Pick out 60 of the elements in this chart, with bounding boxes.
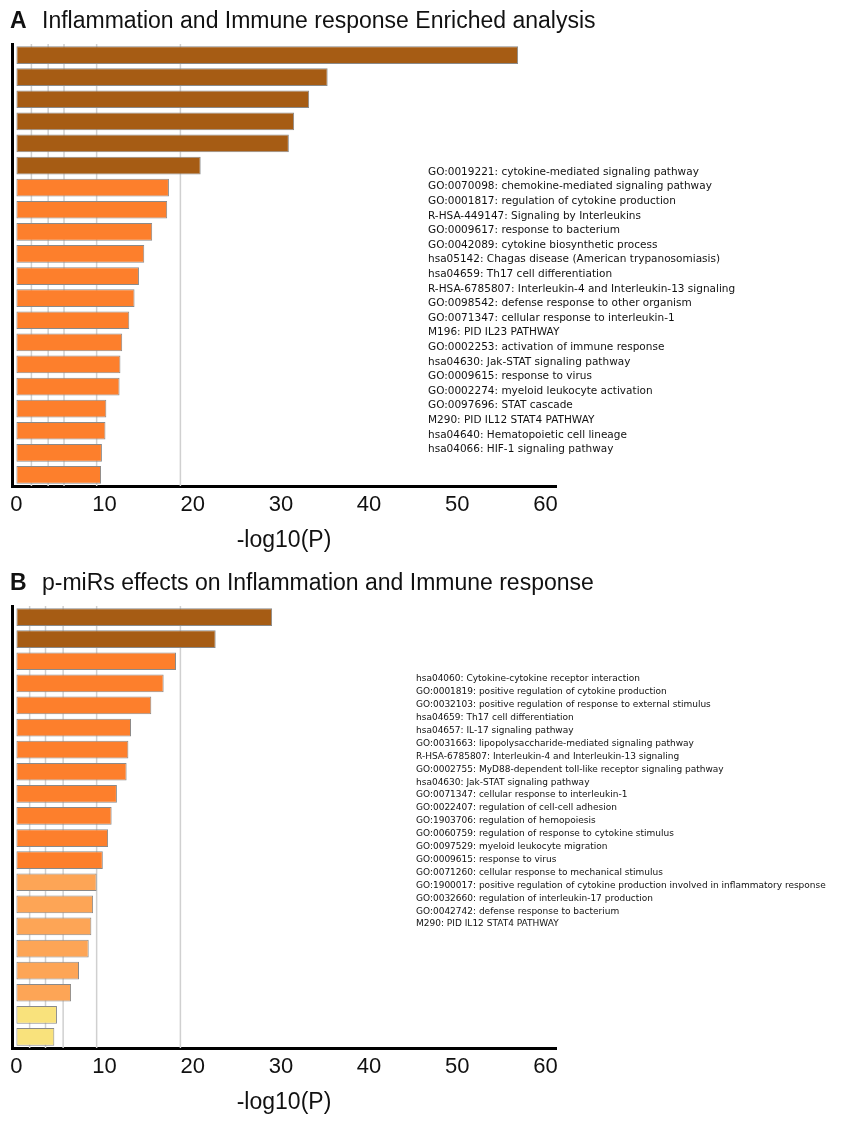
annotation: hsa05142: Chagas disease (American trypanosomiasis) xyxy=(428,252,721,265)
annotation: hsa04060: Cytokine-cytokine receptor interaction xyxy=(416,673,640,684)
annotation: GO:0071347: cellular response to interleukin-1 xyxy=(416,789,628,800)
x-axis-title: -log10(P) xyxy=(236,525,332,552)
annotation: GO:0098542: defense response to other organism xyxy=(428,296,692,309)
x-tick-label: 0 xyxy=(10,491,23,517)
annotation: GO:1900017: positive regulation of cytokine production involved in inflammatory response xyxy=(416,879,827,890)
annotation: GO:0009615: response to virus xyxy=(428,369,592,382)
annotation: GO:0009615: response to virus xyxy=(416,853,557,864)
annotation: GO:0019221: cytokine-mediated signaling pathway xyxy=(428,164,699,177)
x-tick-label: 0 xyxy=(10,1053,23,1079)
annotation: R-HSA-449147: Signaling by Interleukins xyxy=(428,208,641,221)
annotation: GO:0071260: cellular response to mechanical stimulus xyxy=(416,866,664,877)
annotation: R-HSA-6785807: Interleukin-4 and Interleukin-13 signaling xyxy=(416,750,680,761)
annotation: GO:0032660: regulation of interleukin-17 production xyxy=(416,892,654,903)
chart-title: Inflammation and Immune response Enriched analysis xyxy=(42,6,596,34)
annotation: hsa04659: Th17 cell differentiation xyxy=(416,712,574,723)
x-tick-label: 60 xyxy=(533,491,558,517)
x-tick-label: 30 xyxy=(268,491,294,517)
annotation: GO:0022407: regulation of cell-cell adhesion xyxy=(416,802,617,813)
x-tick-label: 40 xyxy=(356,1053,382,1079)
annotation: M290: PID IL12 STAT4 PATHWAY xyxy=(428,412,596,425)
x-tick-label: 60 xyxy=(533,1053,558,1079)
chart-title: p-miRs effects on Inflammation and Immune response xyxy=(42,568,594,596)
annotation: GO:0042089: cytokine biosynthetic process xyxy=(428,237,658,250)
annotation: hsa04630: Jak-STAT signaling pathway xyxy=(416,776,591,787)
x-tick-label: 50 xyxy=(445,1053,470,1079)
x-tick-label: 20 xyxy=(180,491,205,517)
annotation: GO:0009617: response to bacterium xyxy=(428,223,620,236)
annotation: GO:0002274: myeloid leukocyte activation xyxy=(428,383,653,396)
text: A xyxy=(9,6,28,34)
annotation: GO:0070098: chemokine-mediated signaling pathway xyxy=(428,179,712,192)
text: B xyxy=(9,568,28,596)
annotation: hsa04657: IL-17 signaling pathway xyxy=(416,724,575,735)
annotation: hsa04659: Th17 cell differentiation xyxy=(428,266,613,279)
annotation: GO:0001819: positive regulation of cytokine production xyxy=(416,686,667,697)
x-tick-label: 50 xyxy=(445,491,470,517)
annotation: GO:1903706: regulation of hemopoiesis xyxy=(416,815,596,826)
annotation: hsa04630: Jak-STAT signaling pathway xyxy=(428,354,631,367)
x-tick-label: 20 xyxy=(180,1053,205,1079)
x-tick-label: 10 xyxy=(92,1053,117,1079)
annotation: R-HSA-6785807: Interleukin-4 and Interleukin-13 signaling xyxy=(428,281,736,294)
x-tick-label: 40 xyxy=(356,491,382,517)
x-tick-label: 10 xyxy=(92,491,117,517)
annotation: GO:0060759: regulation of response to cytokine stimulus xyxy=(416,828,675,839)
x-axis-title: -log10(P) xyxy=(236,1087,332,1114)
annotation: GO:0002253: activation of immune response xyxy=(428,339,665,352)
annotation: GO:0097529: myeloid leukocyte migration xyxy=(416,841,608,852)
annotation: GO:0002755: MyD88-dependent toll-like receptor signaling pathway xyxy=(416,763,725,774)
annotation: GO:0031663: lipopolysaccharide-mediated signaling pathway xyxy=(416,737,695,748)
annotation: GO:0097696: STAT cascade xyxy=(428,398,573,411)
annotation: GO:0042742: defense response to bacterium xyxy=(416,905,620,916)
annotation: GO:0032103: positive regulation of response to external stimulus xyxy=(416,699,712,710)
annotation: M290: PID IL12 STAT4 PATHWAY xyxy=(416,918,560,929)
annotation: hsa04066: HIF-1 signaling pathway xyxy=(428,442,614,455)
annotation: M196: PID IL23 PATHWAY xyxy=(428,325,560,338)
annotation: hsa04640: Hematopoietic cell lineage xyxy=(428,427,627,440)
annotation: GO:0071347: cellular response to interleukin-1 xyxy=(428,310,675,323)
x-tick-label: 30 xyxy=(268,1053,294,1079)
annotation: GO:0001817: regulation of cytokine production xyxy=(428,193,676,206)
